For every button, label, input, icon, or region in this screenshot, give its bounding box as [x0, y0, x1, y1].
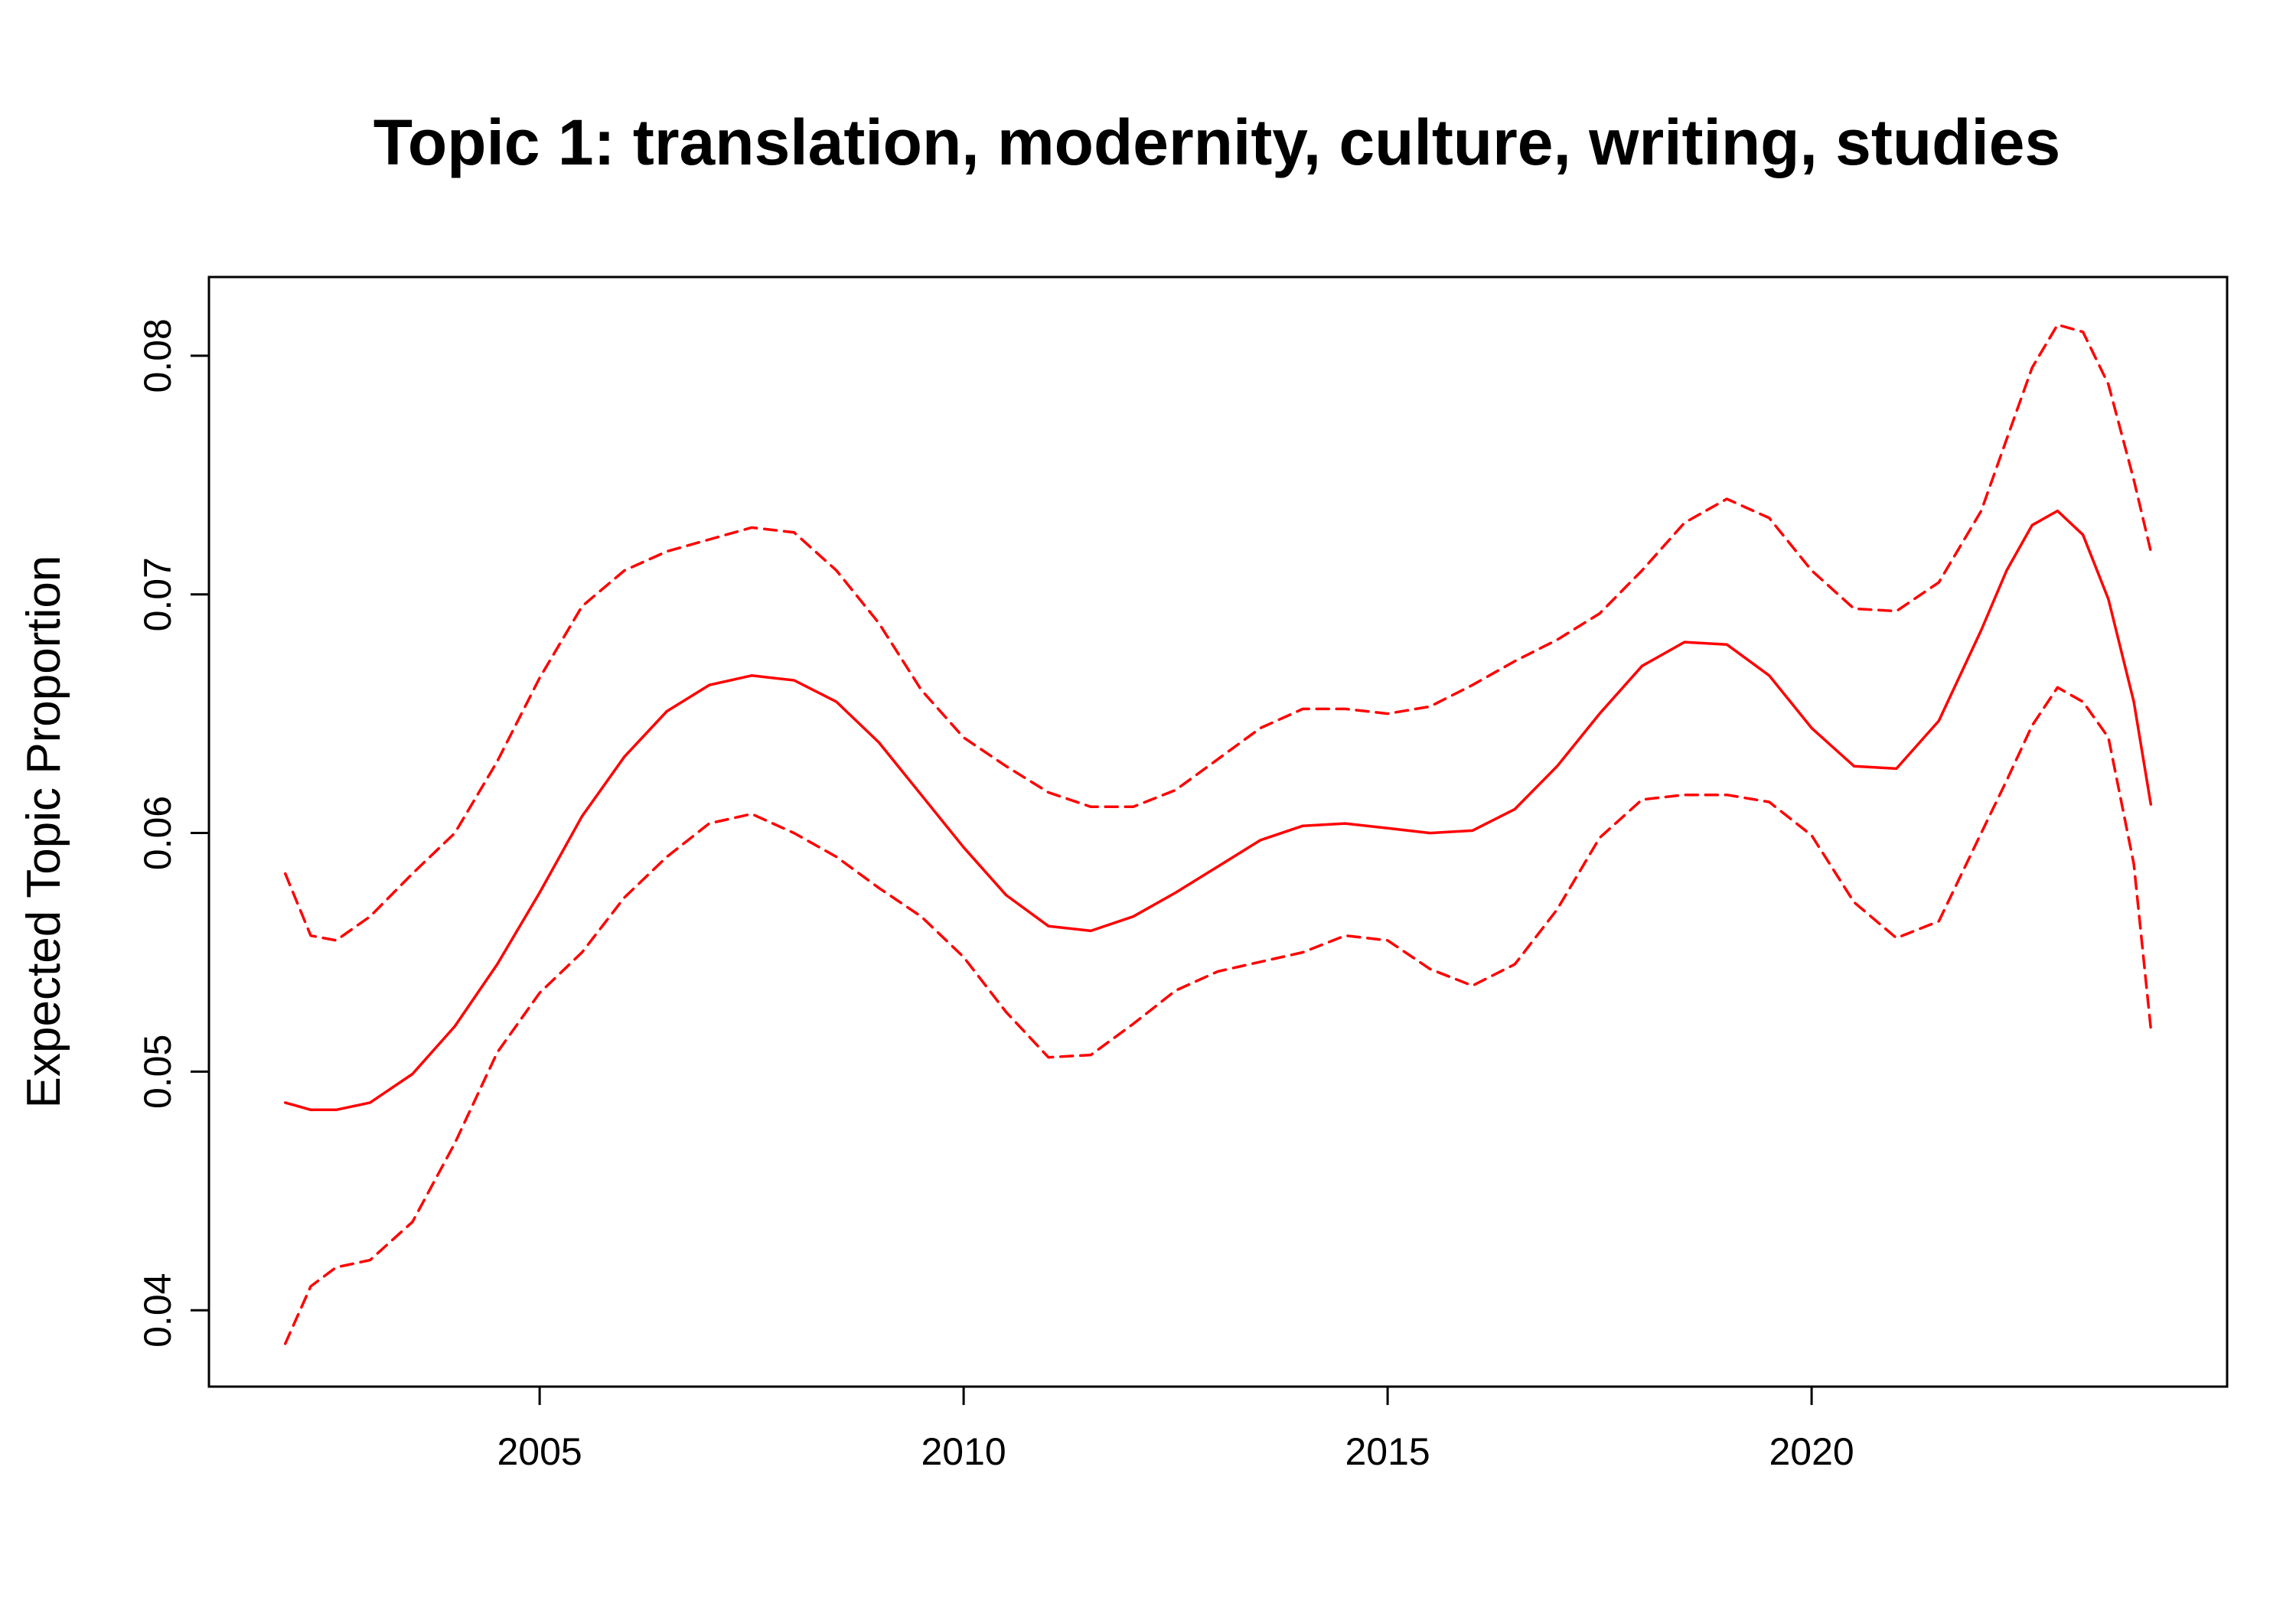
- lower-ci-line: [283, 686, 2153, 1345]
- plot-frame: [207, 275, 2229, 1388]
- x-tick-label: 2005: [497, 1430, 582, 1473]
- x-tick-label: 2010: [921, 1430, 1006, 1473]
- x-tick-label: 2015: [1345, 1430, 1430, 1473]
- y-tick-label: 0.08: [136, 318, 179, 393]
- x-axis: 2005 2010 2015 2020: [497, 1385, 1854, 1473]
- y-axis-label: Expected Topic Proportion: [18, 556, 70, 1109]
- mean-line: [283, 509, 2153, 1112]
- upper-ci-line: [283, 323, 2153, 942]
- series-group: [283, 323, 2153, 1345]
- chart-title: Topic 1: translation, modernity, culture…: [373, 106, 2060, 178]
- y-tick-label: 0.05: [136, 1035, 179, 1109]
- x-tick-label: 2020: [1769, 1430, 1854, 1473]
- y-tick-label: 0.04: [136, 1273, 179, 1348]
- y-tick-label: 0.06: [136, 796, 179, 870]
- y-tick-label: 0.07: [136, 557, 179, 631]
- y-axis: 0.04 0.05 0.06 0.07 0.08: [136, 318, 210, 1348]
